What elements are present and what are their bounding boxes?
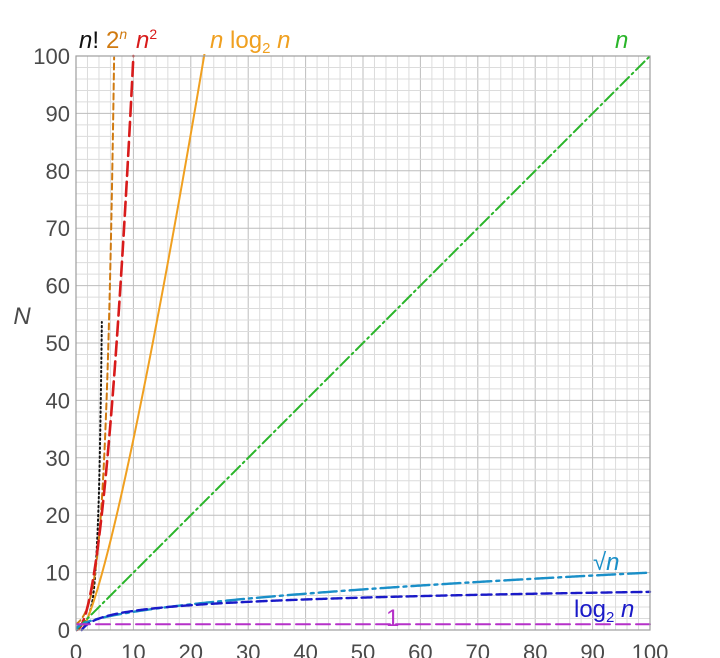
series-line-3 xyxy=(80,54,206,631)
y-tick-label: 10 xyxy=(46,561,70,586)
x-tick-label: 0 xyxy=(70,640,82,658)
y-tick-labels: 0 10 20 30 40 50 60 70 80 90 100 xyxy=(33,44,70,643)
curves xyxy=(76,54,652,632)
y-axis-label: N xyxy=(13,303,31,330)
y-tick-label: 80 xyxy=(46,159,70,184)
label-log-n: log2 n xyxy=(574,596,634,626)
x-tick-label: 60 xyxy=(408,640,432,658)
curve-group xyxy=(76,54,652,632)
x-tick-label: 20 xyxy=(179,640,203,658)
plot-area-frame xyxy=(75,55,651,631)
grid xyxy=(75,55,651,631)
series-line-6 xyxy=(80,590,652,632)
y-tick-label: 60 xyxy=(46,274,70,299)
label-n-squared: n2 xyxy=(136,26,157,54)
y-tick-label: 30 xyxy=(46,446,70,471)
y-tick-label: 100 xyxy=(33,44,70,69)
label-2-pow-n: 2n xyxy=(106,26,127,54)
label-n-log-n: n log2 n xyxy=(210,27,290,57)
x-tick-label: 30 xyxy=(236,640,260,658)
x-tick-labels: 0 10 20 30 40 50 60 70 80 90 100 xyxy=(70,640,668,658)
label-n-linear: n xyxy=(615,27,628,54)
y-tick-label: 70 xyxy=(46,216,70,241)
x-tick-label: 80 xyxy=(523,640,547,658)
series-line-0 xyxy=(76,320,103,626)
series-line-4 xyxy=(76,55,651,631)
x-tick-label: 10 xyxy=(121,640,145,658)
y-tick-label: 0 xyxy=(58,618,70,643)
y-tick-label: 20 xyxy=(46,503,70,528)
label-sqrt-n: √n xyxy=(593,549,620,576)
series-line-2 xyxy=(76,54,135,632)
x-tick-label: 50 xyxy=(351,640,375,658)
series-line-1 xyxy=(76,56,116,626)
y-tick-label: 40 xyxy=(46,388,70,413)
x-tick-label: 40 xyxy=(293,640,317,658)
x-tick-label: 70 xyxy=(466,640,490,658)
label-n-factorial: n! xyxy=(79,27,99,54)
y-tick-label: 90 xyxy=(46,101,70,126)
label-constant: 1 xyxy=(386,605,399,632)
y-tick-label: 50 xyxy=(46,331,70,356)
x-tick-label: 90 xyxy=(580,640,604,658)
x-tick-label: 100 xyxy=(632,640,669,658)
